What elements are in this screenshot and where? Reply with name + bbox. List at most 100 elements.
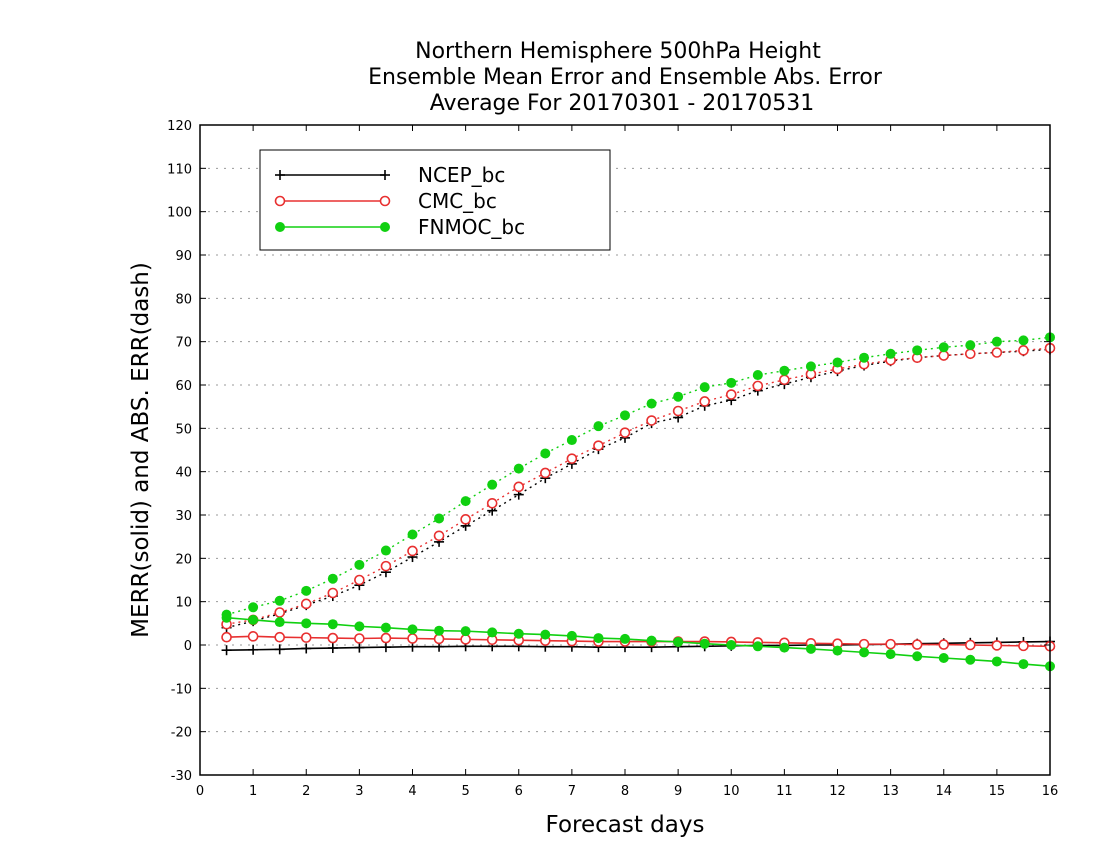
x-tick-label: 1 [249, 784, 257, 799]
point-fnmoc-bc-merr [699, 638, 710, 649]
legend-label-cmc-bc: CMC_bc [418, 189, 497, 213]
point-ncep-bc-merr [380, 642, 391, 653]
point-ncep-bc-merr [327, 643, 338, 654]
point-fnmoc-bc-abs-err [912, 345, 923, 356]
series-line-cmc-bc-abs-err [226, 347, 1051, 625]
x-tick-label: 0 [196, 784, 204, 799]
point-fnmoc-bc-abs-err [620, 410, 630, 421]
point-cmc-bc-abs-err [327, 587, 339, 599]
x-tick-label: 6 [515, 784, 523, 799]
y-tick-label: 110 [167, 162, 192, 177]
point-fnmoc-bc-abs-err [779, 365, 790, 376]
point-cmc-bc-merr [354, 633, 365, 644]
x-tick-label: 13 [882, 784, 899, 799]
point-cmc-bc-abs-err [672, 405, 684, 417]
x-tick-label: 5 [461, 784, 469, 799]
point-fnmoc-bc-abs-err [434, 513, 445, 524]
point-fnmoc-bc-merr [274, 617, 285, 628]
point-fnmoc-bc-merr [593, 633, 604, 644]
point-fnmoc-bc-merr [779, 642, 790, 653]
point-cmc-bc-abs-err [619, 427, 631, 438]
point-cmc-bc-abs-err [646, 415, 657, 426]
point-fnmoc-bc-abs-err [540, 448, 551, 459]
point-fnmoc-bc-merr [354, 621, 365, 632]
y-axis-label: MERR(solid) and ABS. ERR(dash) [128, 262, 154, 638]
title-line-3: Average For 20170301 - 20170531 [430, 91, 815, 116]
point-cmc-bc-merr [380, 632, 392, 644]
point-cmc-bc-merr [858, 638, 870, 650]
point-fnmoc-bc-merr [380, 622, 391, 633]
point-fnmoc-bc-merr [726, 640, 737, 650]
point-fnmoc-bc-merr [673, 636, 684, 647]
x-tick-label: 15 [989, 784, 1006, 799]
point-fnmoc-bc-abs-err [513, 463, 524, 474]
point-fnmoc-bc-abs-err [646, 398, 657, 409]
y-tick-label: 120 [167, 119, 192, 134]
point-cmc-bc-merr [938, 639, 950, 650]
x-axis-label: Forecast days [546, 812, 705, 838]
point-cmc-bc-abs-err [752, 380, 764, 392]
series-line-ncep-bc-abs-err [226, 348, 1051, 629]
point-ncep-bc-merr [274, 644, 285, 655]
x-tick-label: 12 [829, 784, 846, 799]
legend-label-fnmoc-bc: FNMOC_bc [418, 215, 525, 239]
title-line-1: Northern Hemisphere 500hPa Height [415, 39, 821, 64]
point-fnmoc-bc-merr [752, 641, 763, 652]
point-cmc-bc-merr [965, 639, 976, 651]
legend-marker-cmc-bc [274, 195, 286, 207]
point-fnmoc-bc-abs-err [274, 595, 285, 606]
point-fnmoc-bc-merr [885, 649, 896, 660]
point-cmc-bc-merr [327, 632, 339, 644]
point-cmc-bc-merr [300, 632, 312, 643]
point-cmc-bc-abs-err [274, 607, 285, 618]
title-line-2: Ensemble Mean Error and Ensemble Abs. Er… [368, 65, 883, 90]
point-fnmoc-bc-abs-err [859, 352, 870, 363]
point-fnmoc-bc-abs-err [991, 336, 1002, 347]
point-fnmoc-bc-merr [540, 629, 551, 640]
y-tick-label: 30 [175, 509, 192, 524]
point-fnmoc-bc-abs-err [593, 421, 604, 432]
point-fnmoc-bc-abs-err [885, 348, 896, 359]
point-cmc-bc-abs-err [300, 598, 312, 610]
point-fnmoc-bc-merr [301, 618, 312, 629]
point-fnmoc-bc-abs-err [726, 377, 737, 388]
point-cmc-bc-merr [221, 631, 232, 643]
y-tick-label: 60 [175, 379, 192, 394]
point-cmc-bc-merr [274, 631, 285, 643]
point-fnmoc-bc-abs-err [832, 357, 843, 368]
legend-marker-fnmoc-bc [380, 222, 390, 232]
y-tick-label: 70 [175, 336, 192, 351]
point-fnmoc-bc-abs-err [805, 361, 816, 372]
point-cmc-bc-abs-err [380, 560, 392, 572]
point-fnmoc-bc-merr [859, 647, 870, 658]
point-fnmoc-bc-abs-err [487, 479, 498, 490]
point-cmc-bc-abs-err [486, 497, 498, 509]
point-ncep-bc-merr [301, 643, 312, 654]
point-fnmoc-bc-abs-err [407, 529, 418, 540]
y-tick-label: 10 [175, 596, 192, 611]
legend-marker-fnmoc-bc [275, 222, 285, 232]
point-cmc-bc-abs-err [354, 574, 365, 586]
x-tick-label: 10 [723, 784, 740, 799]
point-fnmoc-bc-merr [805, 643, 816, 654]
y-tick-label: 20 [175, 552, 192, 567]
chart-title: Northern Hemisphere 500hPa Height Ensemb… [368, 39, 883, 116]
point-fnmoc-bc-merr [513, 628, 524, 639]
point-cmc-bc-abs-err [433, 530, 445, 542]
point-cmc-bc-abs-err [725, 389, 737, 400]
point-cmc-bc-merr [1018, 640, 1029, 652]
plot-area [221, 332, 1056, 672]
legend-box [259, 149, 611, 251]
legend-marker-cmc-bc [379, 195, 391, 207]
x-tick-label: 16 [1042, 784, 1059, 799]
y-tick-label: 40 [175, 466, 192, 481]
point-fnmoc-bc-abs-err [354, 559, 365, 570]
point-fnmoc-bc-merr [832, 645, 843, 656]
point-fnmoc-bc-merr [221, 612, 232, 623]
point-fnmoc-bc-abs-err [752, 370, 763, 381]
point-fnmoc-bc-merr [407, 624, 418, 635]
point-cmc-bc-abs-err [513, 481, 525, 493]
point-cmc-bc-abs-err [779, 374, 790, 386]
